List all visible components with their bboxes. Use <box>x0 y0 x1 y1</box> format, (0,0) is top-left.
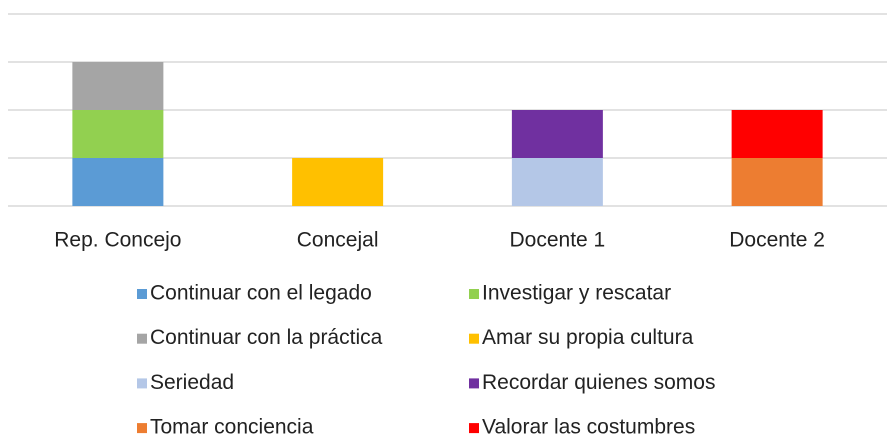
legend-swatch <box>137 423 147 434</box>
legend-label: Investigar y rescatar <box>482 282 671 305</box>
legend-label: Seriedad <box>150 371 234 394</box>
legend-swatch <box>137 333 147 344</box>
legend-label: Continuar con el legado <box>150 282 372 305</box>
x-tick-label: Rep. Concejo <box>54 229 181 252</box>
x-tick-label: Concejal <box>297 229 379 252</box>
legend-swatch <box>469 333 479 344</box>
legend-swatch <box>137 289 147 299</box>
legend-swatch <box>469 378 479 389</box>
bar-segment <box>731 158 823 206</box>
bar-segment <box>731 110 823 158</box>
legend-swatch <box>137 378 147 389</box>
x-tick-label: Docente 1 <box>510 229 606 252</box>
legend-swatch <box>469 289 479 299</box>
bar-segment <box>72 110 164 158</box>
bar-segment <box>72 158 164 206</box>
legend-label: Valorar las costumbres <box>482 416 695 439</box>
bar-segment <box>292 158 384 206</box>
x-tick-label: Docente 2 <box>729 229 825 252</box>
legend-swatch <box>469 423 479 434</box>
legend-label: Tomar conciencia <box>150 416 314 439</box>
legend-label: Amar su propia cultura <box>482 326 694 349</box>
bar-segment <box>511 110 603 158</box>
legend-label: Recordar quienes somos <box>482 371 715 394</box>
legend-label: Continuar con la práctica <box>150 326 383 349</box>
bar-segment <box>511 158 603 206</box>
bar-segment <box>72 62 164 110</box>
